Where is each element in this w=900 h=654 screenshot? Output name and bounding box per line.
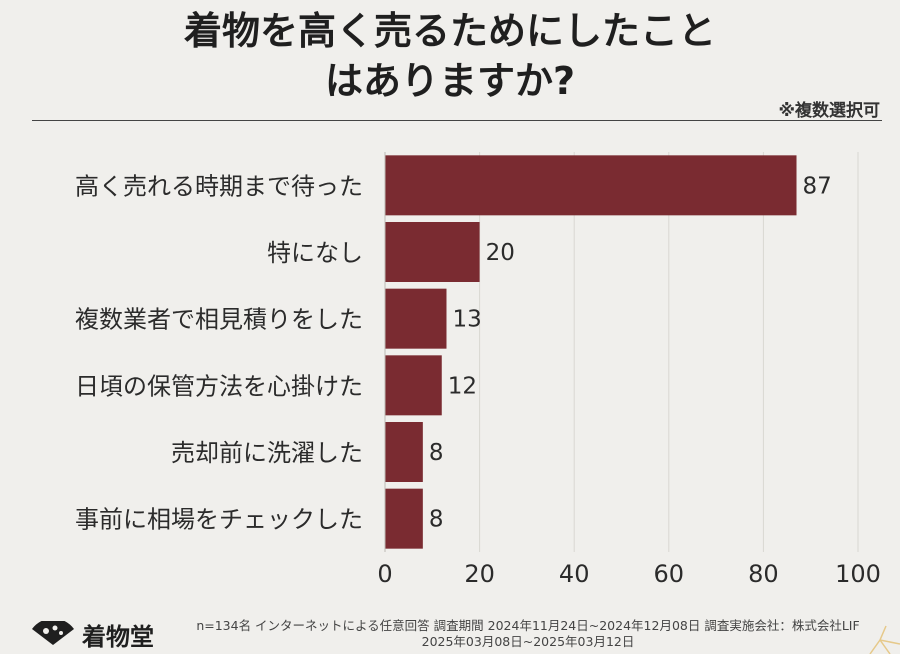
bar-value-label-5: 8 xyxy=(429,507,444,533)
bar-2 xyxy=(385,288,447,349)
title-divider xyxy=(32,120,882,121)
bar-value-label-3: 12 xyxy=(448,373,477,399)
survey-info: n=134名 インターネットによる任意回答 調査期間 2024年11月24日~2… xyxy=(168,618,888,650)
bar-4 xyxy=(385,422,423,482)
bar-3 xyxy=(385,355,442,416)
bar-value-label-0: 87 xyxy=(803,173,832,199)
x-tick-label-80: 80 xyxy=(748,560,779,588)
footer: 着物堂 n=134名 インターネットによる任意回答 調査期間 2024年11月2… xyxy=(0,612,900,654)
bar-value-label-4: 8 xyxy=(429,440,444,466)
brand-logo: 着物堂 xyxy=(30,618,154,651)
corner-pattern-icon xyxy=(869,625,900,654)
category-label-1: 特になし xyxy=(267,239,363,267)
category-label-2: 複数業者で相見積りをした xyxy=(75,306,363,334)
x-tick-label-40: 40 xyxy=(559,560,590,588)
category-label-5: 事前に相場をチェックした xyxy=(75,506,363,534)
chart-title-line1: 着物を高く売るためにしたこと xyxy=(183,9,716,53)
bar-value-label-2: 13 xyxy=(452,307,481,333)
x-tick-label-60: 60 xyxy=(654,560,685,588)
survey-line1: n=134名 インターネットによる任意回答 調査期間 2024年11月24日~2… xyxy=(196,618,860,633)
category-label-0: 高く売れる時期まで待った xyxy=(75,172,363,200)
bar-5 xyxy=(385,488,423,549)
bar-1 xyxy=(385,222,480,282)
logo-text: 着物堂 xyxy=(82,621,154,651)
survey-line2: 2025年03月08日~2025年03月12日 xyxy=(421,634,635,649)
x-tick-label-0: 0 xyxy=(377,560,392,588)
x-tick-label-100: 100 xyxy=(835,560,881,588)
bar-chart: 87 高く売れる時期まで待った 20 特になし 13 複数業者で相見積りをした 12 日頃の保… xyxy=(75,152,881,588)
category-label-4: 売却前に洗濯した xyxy=(171,439,363,467)
bar-0 xyxy=(385,155,797,216)
category-label-3: 日頃の保管方法を心掛けた xyxy=(75,372,363,400)
fan-logo-icon xyxy=(32,621,74,645)
bar-value-label-1: 20 xyxy=(486,240,515,266)
x-tick-label-20: 20 xyxy=(464,560,495,588)
multiple-choice-note: ※複数選択可 xyxy=(778,101,880,121)
chart-title-line2: はありますか? xyxy=(324,59,576,103)
